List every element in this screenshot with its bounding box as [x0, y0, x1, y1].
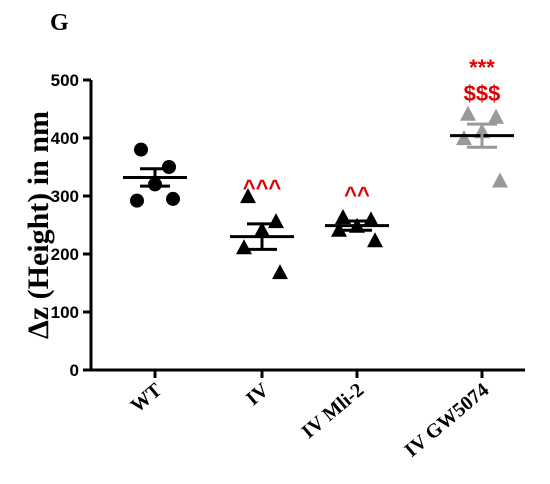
series-iv-gw5074: [450, 105, 514, 188]
significance-annotations: ^^^ ^^***$$$: [243, 55, 501, 207]
x-tick-label: IV GW5074: [401, 379, 494, 462]
x-tick-label: IV Mli-2: [298, 379, 368, 443]
y-tick-label: 400: [51, 129, 79, 148]
significance-label: ***: [469, 55, 495, 80]
data-point: [460, 105, 476, 121]
data-point: [331, 221, 347, 237]
x-tick-label: WT: [127, 379, 167, 418]
series-iv: [230, 188, 294, 280]
y-tick-label: 500: [51, 71, 79, 90]
significance-label: $$$: [464, 81, 501, 106]
data-point: [492, 172, 508, 188]
panel-label: G: [50, 10, 69, 36]
data-point: [363, 211, 379, 227]
significance-label: ^^^: [243, 175, 282, 200]
significance-label: ^^: [344, 182, 370, 207]
axes: 0 100 200 300 400 500 WT IV IV Mli-2 IV GW5074: [51, 71, 525, 462]
data-point: [162, 160, 176, 174]
series-wt: [123, 142, 187, 208]
y-tick-label: 100: [51, 303, 79, 322]
data-marks: [123, 105, 514, 280]
y-tick-label: 200: [51, 245, 79, 264]
x-tick-label: IV: [242, 379, 274, 410]
data-point: [456, 130, 472, 146]
data-point: [488, 108, 504, 124]
series-iv-mli-2: [325, 209, 389, 248]
y-tick-label: 300: [51, 187, 79, 206]
y-axis-label: Δz (Height) in nm: [22, 111, 55, 339]
data-point: [268, 213, 284, 229]
y-tick-label: 0: [70, 361, 79, 380]
data-point: [236, 239, 252, 255]
data-point: [166, 191, 180, 206]
data-point: [367, 232, 383, 248]
data-point: [240, 188, 256, 204]
data-point: [130, 193, 144, 208]
data-point: [134, 142, 148, 157]
data-point: [272, 264, 288, 280]
